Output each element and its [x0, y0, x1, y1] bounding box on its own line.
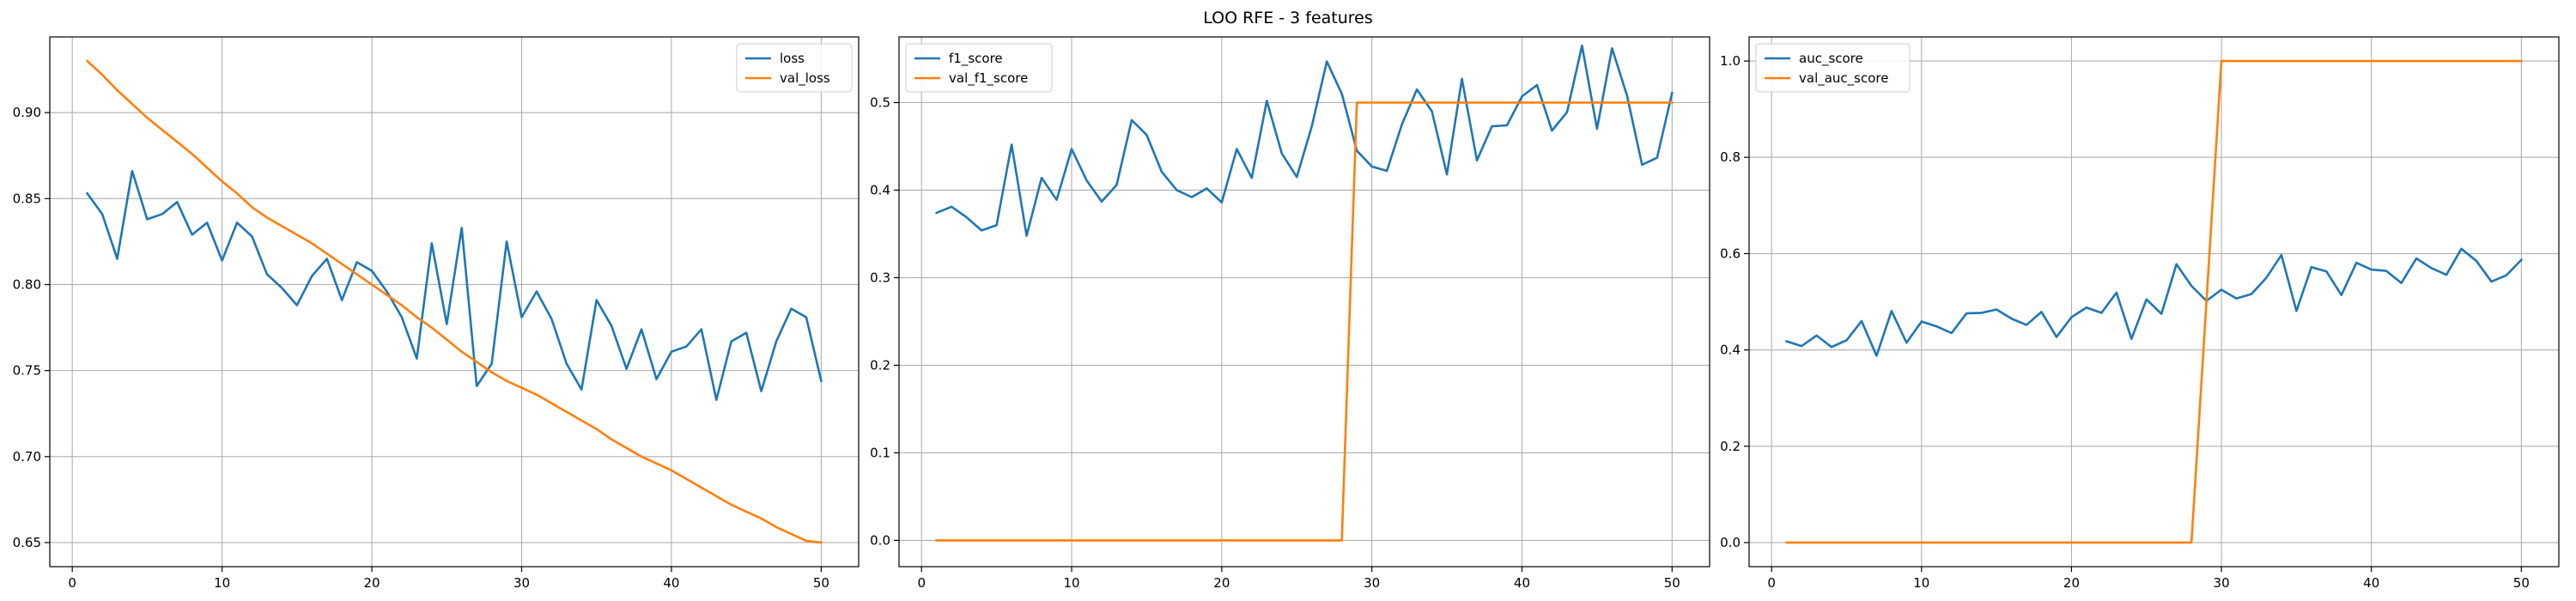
legend-box	[736, 43, 853, 93]
axes-frame	[49, 36, 860, 568]
x-tick-label: 40	[2363, 575, 2379, 591]
x-tick-label: 10	[1063, 575, 1079, 591]
axes-frame	[898, 36, 1710, 568]
legend-label-val_auc_score: val_auc_score	[1799, 70, 1889, 87]
x-tick-label: 20	[364, 575, 380, 591]
series-line-val_f1_score	[935, 101, 1674, 542]
x-tick-label: 50	[2513, 575, 2530, 591]
y-tick-label: 0.6	[1720, 246, 1741, 261]
x-tick-label: 20	[2063, 575, 2080, 591]
series-line-auc_score	[1785, 247, 2524, 357]
chart-panel-3: 0 10 20 30 40 50 0.0 0.2 0.4 0.6 0.8 1.0 auc_scoreva…	[1720, 36, 2560, 591]
legend-label-val_loss: val_loss	[780, 70, 830, 87]
x-tick-label: 10	[214, 575, 230, 591]
chart-panel-1: 0 10 20 30 40 50 0.65 0.70 0.75 0.80 0.85 0.90 loss v…	[13, 36, 860, 591]
legend-box	[905, 43, 1053, 93]
chart-panel-2: 0 10 20 30 40 50 0.0 0.1 0.2 0.3 0.4 0.5 f1_scoreval…	[870, 36, 1710, 591]
x-tick-label: 40	[1514, 575, 1530, 591]
y-tick-label: 0.85	[13, 191, 41, 206]
x-tick-label: 10	[1913, 575, 1929, 591]
x-tick-label: 50	[1664, 575, 1680, 591]
figure-title: LOO RFE - 3 features	[1203, 9, 1373, 27]
x-tick-label: 0	[68, 575, 76, 591]
y-tick-label: 0.4	[1720, 343, 1741, 358]
y-tick-label: 0.5	[870, 94, 890, 110]
y-tick-label: 0.65	[13, 535, 41, 550]
series-line-val_auc_score	[1785, 59, 2523, 544]
x-tick-label: 30	[513, 575, 530, 591]
x-tick-label: 40	[663, 575, 679, 591]
legend-label-auc_score: auc_score	[1799, 51, 1863, 67]
y-tick-label: 0.3	[870, 270, 890, 285]
x-tick-label: 0	[1767, 575, 1776, 591]
x-tick-label: 20	[1213, 575, 1230, 591]
legend: loss val_loss	[736, 43, 853, 93]
y-tick-label: 0.0	[1720, 535, 1741, 550]
legend: auc_score val_auc_score	[1755, 43, 1911, 93]
x-tick-label: 30	[2214, 575, 2230, 591]
axes-frame	[1748, 36, 2560, 568]
series-line-val_loss	[85, 59, 823, 544]
series-line-loss	[85, 169, 823, 401]
y-tick-label: 0.75	[13, 363, 41, 379]
y-tick-label: 0.1	[870, 445, 890, 460]
y-tick-label: 0.2	[870, 357, 890, 373]
legend-box	[1755, 43, 1911, 93]
series-line-f1_score	[935, 44, 1674, 237]
y-tick-label: 0.2	[1720, 439, 1741, 454]
legend-label-f1_score: f1_score	[949, 51, 1003, 67]
legend-label-loss: loss	[780, 51, 805, 66]
y-tick-label: 0.90	[13, 105, 41, 120]
legend: f1_score val_f1_score	[905, 43, 1053, 93]
y-tick-label: 0.8	[1720, 149, 1741, 165]
y-tick-label: 1.0	[1720, 53, 1741, 69]
y-tick-label: 0.4	[870, 182, 890, 197]
x-tick-label: 50	[813, 575, 829, 591]
y-tick-label: 0.70	[13, 449, 41, 464]
x-tick-label: 0	[917, 575, 926, 591]
y-tick-label: 0.80	[13, 276, 41, 292]
legend-label-val_f1_score: val_f1_score	[949, 70, 1028, 87]
y-tick-label: 0.0	[870, 532, 890, 548]
x-tick-label: 30	[1364, 575, 1380, 591]
